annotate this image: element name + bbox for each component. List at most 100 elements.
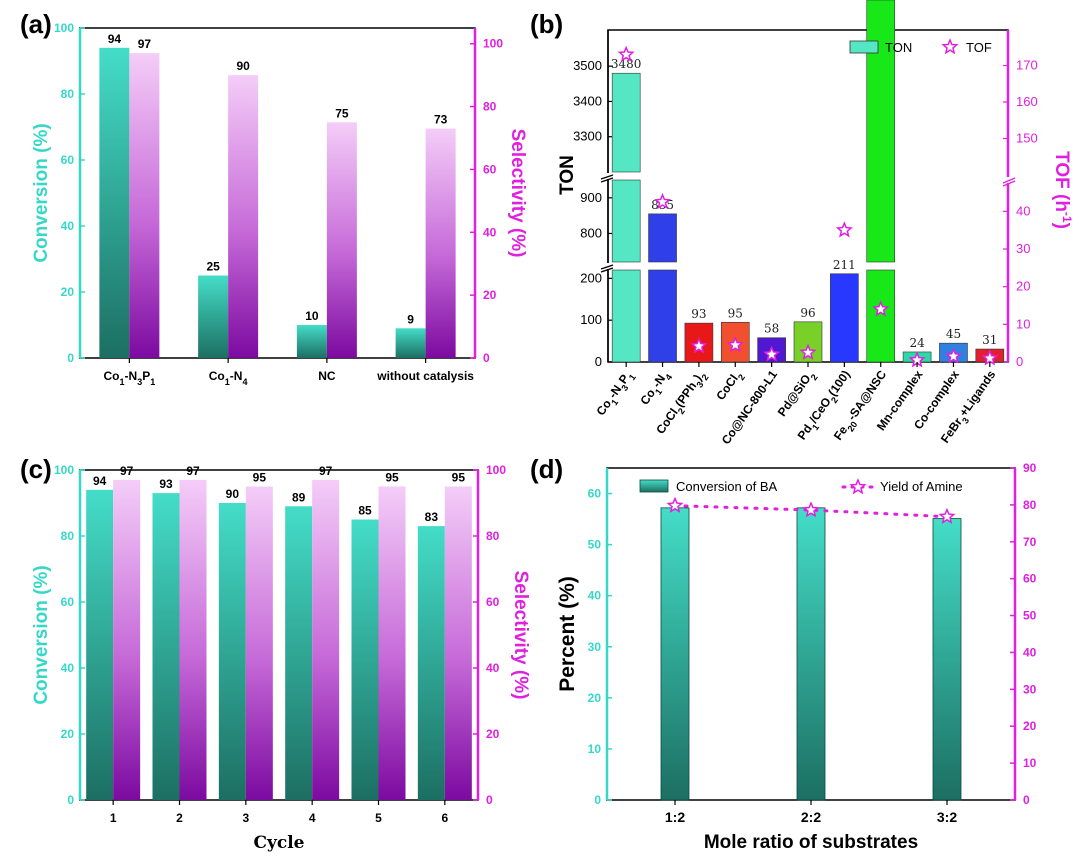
x-axis-title: Mole ratio of substrates	[704, 832, 918, 853]
right-tick-label: 60	[1023, 572, 1037, 586]
tof-star-marker	[726, 336, 744, 353]
left-tick-label: 10	[588, 742, 602, 756]
conversion-bar	[99, 47, 130, 359]
axis-break-mark	[1002, 180, 1016, 187]
x-category-label-part: 1	[810, 422, 821, 432]
panel-c: (c) 0 20 40 60 80 100 0 20 40 60 80 100 94 97 1 93 97 2 90 9…	[20, 454, 531, 853]
left-tick-label: 60	[61, 595, 75, 609]
conversion-bar	[796, 507, 826, 801]
conversion-value-label: 10	[305, 309, 319, 323]
tof-star-marker	[617, 45, 635, 62]
selectivity-value-label: 73	[434, 113, 448, 127]
x-category-label-part: 3	[960, 416, 971, 426]
x-category-label-part: 20	[845, 420, 859, 434]
conversion-bar	[296, 325, 327, 358]
legend-swatch-ton	[849, 40, 879, 54]
x-category-label-part: -N	[230, 369, 243, 383]
selectivity-bar	[129, 53, 160, 359]
axis-break-gap	[600, 173, 614, 179]
conversion-value-label: 89	[292, 490, 306, 504]
x-category-label: 2:2	[801, 809, 821, 825]
conversion-value-label: 90	[226, 487, 240, 501]
left-tick-label: 20	[588, 691, 602, 705]
selectivity-value-label: 95	[452, 471, 466, 485]
right-tick-label: 0	[486, 793, 493, 807]
left-tick-label: 0	[67, 793, 74, 807]
x-category-label: 2	[176, 811, 183, 825]
selectivity-value-label: 97	[186, 464, 200, 478]
x-category-label: CoCl2	[713, 368, 747, 405]
left-tick-label: 40	[588, 589, 602, 603]
conversion-bar	[351, 519, 379, 800]
axis-break-mark	[600, 267, 614, 273]
conversion-value-label: 83	[425, 510, 439, 524]
right-tick-label: 50	[1023, 609, 1037, 623]
axis-break-mark	[600, 264, 614, 270]
left-tick-label: 0	[595, 354, 602, 369]
right-tick-label: 20	[1023, 719, 1037, 733]
left-tick-label: 0	[594, 793, 601, 807]
yield-star-marker	[666, 496, 684, 513]
left-tick-label: 60	[61, 153, 75, 167]
axis-break-mark	[600, 174, 614, 180]
conversion-value-label: 85	[358, 504, 372, 518]
conversion-bar	[198, 275, 229, 358]
right-tick-label: 70	[1023, 535, 1037, 549]
left-axis-title: Conversion (%)	[31, 123, 52, 262]
legend-label-conversion: Conversion of BA	[676, 479, 777, 494]
right-tick-label: 20	[483, 288, 497, 302]
selectivity-bar	[312, 479, 340, 800]
selectivity-value-label: 97	[120, 464, 134, 478]
x-category-label-part: 3	[694, 380, 705, 390]
x-category-label-part: 4	[242, 377, 247, 387]
x-category-label-part: 4	[663, 372, 674, 382]
left-axis-title: Conversion (%)	[31, 565, 52, 704]
selectivity-bar	[228, 75, 259, 359]
right-tick-label: 80	[1023, 498, 1037, 512]
x-category-label-part: Pd@SiO	[775, 372, 814, 419]
x-axis-title: Cycle	[253, 833, 304, 853]
conversion-bar	[660, 507, 690, 801]
right-tick-label: 20	[486, 727, 500, 741]
conversion-value-label: 93	[159, 477, 173, 491]
x-category-label: 1:2	[665, 809, 685, 825]
legend-marker-tof	[941, 38, 959, 55]
x-category-label-part: P	[142, 369, 150, 383]
x-category-label-part: 1	[653, 387, 664, 397]
ton-bar	[611, 269, 641, 363]
panel-d: (d) 0 10 20 30 40 50 60 0 10 20 30 40 50 60 70 80 90 1:2 2:…	[530, 454, 1037, 853]
right-tick-label: 160	[1016, 94, 1038, 109]
selectivity-value-label: 75	[335, 106, 349, 120]
x-category-label: 5	[375, 811, 382, 825]
selectivity-value-label: 95	[385, 471, 399, 485]
left-tick-label: 30	[588, 640, 602, 654]
tof-star-marker	[799, 343, 817, 360]
panel-label: (a)	[20, 9, 52, 39]
x-category-label-part: 1	[609, 397, 620, 407]
ton-value-label: 3480	[611, 57, 642, 71]
x-category-label-part: 3	[137, 377, 142, 387]
left-tick-label: 3400	[573, 93, 602, 108]
yield-star-marker	[802, 501, 820, 518]
conversion-bar	[932, 518, 962, 801]
legend-label-ton: TON	[885, 40, 912, 55]
ton-value-label: 211	[833, 258, 856, 272]
conversion-bar	[395, 328, 426, 358]
ton-value-label: 24	[909, 336, 925, 350]
left-tick-label: 50	[588, 538, 602, 552]
x-category-label-part: Co	[209, 369, 225, 383]
legend-label-yield: Yield of Amine	[880, 479, 963, 494]
x-category-label-part: 1	[225, 377, 230, 387]
right-tick-label: 10	[1016, 316, 1030, 331]
right-tick-label: 100	[483, 37, 503, 51]
x-category-label: 1	[110, 811, 117, 825]
ton-value-label: 95	[728, 306, 743, 320]
right-tick-label: 90	[1023, 461, 1037, 475]
ton-bar	[830, 273, 859, 363]
right-tick-label: 0	[1023, 793, 1030, 807]
selectivity-bar	[425, 128, 456, 358]
conversion-bar	[152, 493, 180, 800]
selectivity-value-label: 97	[319, 464, 333, 478]
